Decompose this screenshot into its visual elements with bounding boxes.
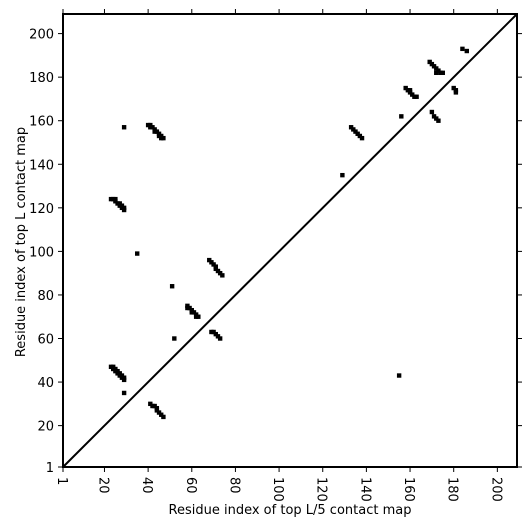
x-tick-label: 80	[226, 477, 241, 494]
contact	[121, 390, 127, 396]
x-tick-label: 20	[95, 477, 110, 494]
x-tick-label: 100	[270, 477, 285, 502]
diagonal	[62, 13, 518, 468]
contact	[399, 114, 404, 119]
contact	[121, 125, 127, 130]
x-tick-label: 120	[314, 477, 329, 502]
y-tick-label: 160	[29, 115, 54, 130]
y-tick-label: 60	[37, 333, 54, 348]
x-tick-label: 40	[139, 477, 154, 494]
contact	[161, 414, 166, 420]
contact	[453, 90, 459, 95]
contact	[464, 48, 469, 54]
y-tick-label: 80	[37, 289, 54, 304]
contact	[196, 314, 201, 319]
x-tick-label: 200	[488, 477, 503, 502]
y-tick-label: 120	[29, 202, 54, 217]
contact	[220, 273, 225, 278]
contact	[135, 251, 140, 256]
y-tick-label: 1	[46, 461, 54, 476]
contact	[429, 109, 435, 115]
y-tick-label: 200	[29, 28, 54, 43]
x-tick-label: 140	[357, 477, 372, 502]
contact	[460, 46, 465, 52]
contact	[121, 207, 127, 213]
y-tick-label: 180	[29, 71, 54, 86]
contact	[440, 70, 445, 76]
y-axis-label: Residue index of top L contact map	[14, 127, 29, 357]
x-tick-label: 60	[183, 477, 198, 494]
contact	[414, 94, 419, 99]
plot-frame	[62, 13, 518, 468]
x-tick-label: 180	[445, 477, 460, 502]
contact	[121, 377, 127, 383]
contact	[396, 373, 402, 378]
contact	[436, 118, 441, 123]
contact	[169, 284, 175, 289]
contact	[217, 336, 223, 341]
y-tick-label: 100	[29, 245, 54, 260]
x-tick-label: 160	[401, 477, 416, 502]
contact	[359, 135, 365, 141]
contact	[161, 135, 166, 141]
y-tick-label: 40	[37, 376, 54, 391]
x-axis-label: Residue index of top L/5 contact map	[169, 503, 412, 518]
contact	[340, 172, 345, 178]
x-tick-label: 1	[54, 477, 69, 485]
contact	[434, 70, 439, 76]
contact	[172, 336, 177, 341]
y-tick-label: 20	[37, 420, 54, 435]
y-tick-label: 140	[29, 158, 54, 173]
